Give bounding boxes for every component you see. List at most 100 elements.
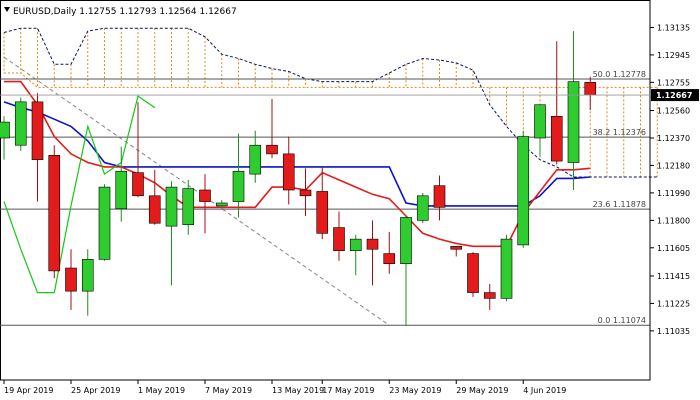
- bull-candle-body: [98, 186, 111, 260]
- candle: [148, 169, 161, 225]
- candle: [182, 179, 195, 235]
- candle: [584, 76, 597, 110]
- bull-candle-body: [534, 104, 546, 139]
- bull-candle-body: [517, 136, 530, 246]
- time-tick-label: 19 Apr 2019: [4, 386, 53, 395]
- bear-candle-body: [383, 253, 396, 264]
- price-tick-label: 1.12370: [657, 134, 690, 143]
- bull-candle-body: [500, 238, 513, 299]
- price-tick-label: 1.11990: [657, 189, 690, 198]
- bear-candle-body: [333, 227, 345, 251]
- fib-level-label: 50.0 1.12778: [593, 70, 646, 79]
- price-tick-label: 1.12945: [657, 51, 690, 60]
- bear-candle-body: [467, 253, 479, 293]
- bull-candle-body: [165, 186, 178, 227]
- candle: [165, 181, 178, 286]
- price-axis: 1.13135 1.12945 1.12755 1.12560 1.12370 1.121…: [0, 0, 699, 380]
- bear-candle-body: [65, 267, 77, 292]
- current-price-label: 1.12667: [656, 91, 692, 100]
- time-tick-label: 25 Apr 2019: [71, 386, 120, 395]
- time-tick-label: 7 May 2019: [205, 386, 252, 395]
- bear-candle-body: [148, 195, 161, 224]
- candle: [400, 216, 412, 326]
- candle: [282, 136, 295, 205]
- candle: [500, 234, 513, 302]
- candle: [567, 31, 580, 190]
- collapse-triangle-icon[interactable]: [4, 7, 10, 12]
- bear-candle-body: [31, 101, 44, 160]
- bull-candle-body: [249, 144, 262, 175]
- price-tick-label: 1.11605: [657, 244, 690, 253]
- grid-layer: [0, 0, 651, 381]
- candle: [81, 249, 94, 316]
- price-tick-label: 1.12755: [657, 78, 690, 87]
- bear-candle-body: [550, 116, 563, 162]
- bull-candle-body: [81, 259, 94, 292]
- price-tick-label: 1.13135: [657, 23, 690, 32]
- bull-candle-body: [232, 170, 245, 202]
- candle: [266, 98, 278, 159]
- candle: [383, 231, 396, 274]
- time-tick-label: 17 May 2019: [322, 386, 374, 395]
- fib-trendline: [3, 56, 390, 326]
- time-axis: 19 Apr 2019 25 Apr 2019 1 May 2019 7 May 20…: [0, 379, 650, 395]
- bull-candle-body: [567, 81, 580, 163]
- candle: [299, 168, 312, 217]
- kijun-sen-line: [3, 101, 591, 207]
- candle: [48, 145, 61, 279]
- candle: [65, 249, 77, 310]
- candle: [132, 101, 144, 198]
- bear-candle-body: [483, 292, 496, 299]
- candle: [232, 133, 245, 218]
- bear-candle-body: [199, 189, 211, 202]
- candle: [416, 192, 429, 224]
- indicator-lines: [3, 80, 591, 294]
- bear-candle-body: [316, 191, 329, 234]
- time-tick-label: 29 May 2019: [456, 386, 508, 395]
- time-tick-label: 4 Jun 2019: [523, 386, 566, 395]
- bear-candle-body: [366, 238, 379, 250]
- candle: [467, 252, 479, 297]
- bear-candle-body: [282, 153, 295, 191]
- candle: [14, 97, 27, 151]
- bear-candle-body: [48, 155, 61, 272]
- symbol-ohlc-line: EURUSD,Daily 1.12755 1.12793 1.12564 1.1…: [13, 7, 237, 17]
- candle: [450, 246, 463, 257]
- bear-candle-body: [584, 82, 597, 96]
- candle: [0, 116, 10, 160]
- candle: [483, 283, 496, 310]
- candle: [550, 41, 563, 164]
- price-tick-label: 1.12180: [657, 161, 690, 170]
- price-tick-label: 1.11225: [657, 299, 690, 308]
- bear-candle-body: [450, 246, 463, 250]
- candle: [31, 93, 44, 202]
- bear-candle-body: [433, 185, 446, 208]
- bull-candle-body: [0, 121, 10, 139]
- bear-candle-body: [266, 144, 278, 155]
- price-tick-label: 1.11800: [657, 216, 690, 225]
- fib-level-label: 0.0 1.11074: [598, 316, 646, 325]
- candle: [215, 200, 228, 209]
- plot-frame: [0, 0, 651, 381]
- candle: [316, 166, 329, 240]
- tenkan-sen-line: [4, 80, 591, 248]
- bull-candle-body: [115, 170, 128, 210]
- candle: [333, 211, 345, 261]
- bull-candle-body: [416, 195, 429, 221]
- time-tick-label: 23 May 2019: [389, 386, 441, 395]
- candlesticks: [0, 31, 597, 326]
- candle: [433, 175, 446, 221]
- bull-candle-body: [349, 238, 362, 251]
- senkou-span-b-line: [3, 27, 658, 178]
- candle: [366, 220, 379, 286]
- candle: [534, 104, 546, 157]
- fib-level-label: 23.6 1.11878: [593, 200, 646, 209]
- price-tick-label: 1.11035: [657, 327, 690, 336]
- time-tick-label: 1 May 2019: [138, 386, 185, 395]
- bear-candle-body: [132, 172, 144, 197]
- bull-candle-body: [182, 188, 195, 225]
- senkou-span-a-line: [4, 72, 658, 88]
- bear-candle-body: [299, 189, 312, 197]
- candle: [349, 234, 362, 276]
